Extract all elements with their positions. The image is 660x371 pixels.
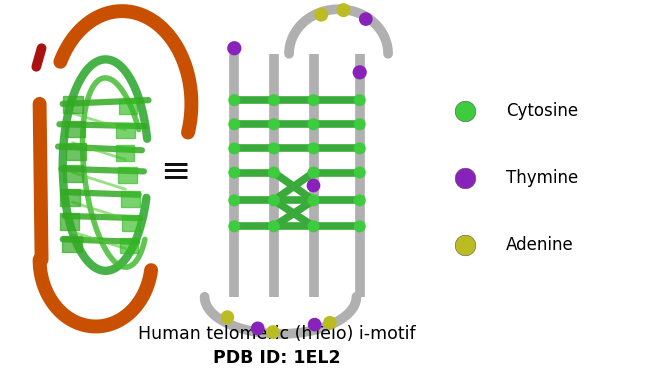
Point (229, 121, 240, 127)
Point (222, 314, 232, 320)
Point (269, 197, 279, 203)
Point (308, 183, 319, 188)
Bar (119, 99, 137, 114)
Bar (122, 216, 141, 231)
Point (354, 97, 365, 103)
Bar (62, 236, 82, 252)
Bar (115, 145, 134, 161)
Bar (65, 121, 85, 137)
Bar (119, 238, 138, 253)
Point (354, 197, 365, 203)
Point (229, 223, 240, 229)
Point (354, 223, 365, 229)
Point (354, 69, 365, 75)
Text: PDB ID: 1EL2: PDB ID: 1EL2 (213, 349, 341, 367)
Point (229, 45, 240, 51)
Point (338, 7, 348, 13)
Point (229, 197, 240, 203)
Point (360, 16, 371, 22)
Bar (116, 123, 135, 138)
Point (229, 170, 240, 175)
Point (308, 197, 319, 203)
Bar (60, 189, 80, 206)
Bar (63, 165, 83, 182)
Point (229, 97, 240, 103)
Point (269, 170, 279, 175)
Bar (66, 143, 86, 160)
Point (308, 97, 319, 103)
Point (354, 170, 365, 175)
Point (354, 145, 365, 151)
Point (308, 145, 319, 151)
Text: Thymine: Thymine (506, 169, 578, 187)
Point (308, 170, 319, 175)
Point (316, 12, 327, 17)
Bar (118, 167, 137, 183)
Bar (59, 213, 79, 230)
Point (460, 242, 471, 248)
Point (460, 175, 471, 181)
Point (229, 145, 240, 151)
Point (308, 121, 319, 127)
Point (460, 108, 471, 114)
Point (269, 223, 279, 229)
Point (354, 121, 365, 127)
Text: Human telomeric (hTelo) i-motif: Human telomeric (hTelo) i-motif (139, 325, 416, 343)
Point (269, 121, 279, 127)
Bar (121, 191, 140, 207)
Point (269, 97, 279, 103)
Text: ≡: ≡ (160, 154, 190, 188)
Point (252, 325, 263, 331)
Point (325, 320, 335, 326)
Bar (63, 96, 82, 113)
Text: Cytosine: Cytosine (506, 102, 578, 120)
Text: Adenine: Adenine (506, 236, 574, 254)
Point (308, 223, 319, 229)
Point (310, 322, 320, 328)
Point (269, 145, 279, 151)
Point (268, 329, 279, 335)
